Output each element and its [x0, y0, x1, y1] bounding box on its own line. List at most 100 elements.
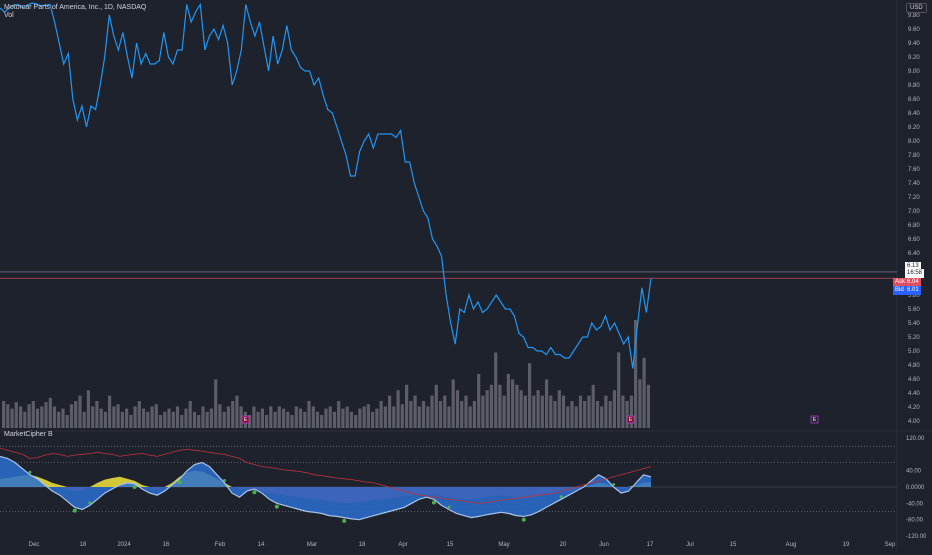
time-tick-label: Sep [885, 542, 896, 548]
earnings-marker [626, 415, 635, 424]
price-tick-label: 4.80 [908, 363, 920, 369]
price-axis[interactable]: 4.00 4.20 4.40 4.60 4.80 5.00 5.20 5.40 5.60 5.80… [908, 13, 920, 425]
volume-bar [129, 415, 133, 428]
price-tick-label: 9.60 [908, 27, 920, 33]
volume-bar [625, 401, 629, 428]
volume-bar [19, 406, 23, 428]
volume-bar [405, 384, 409, 428]
volume-bar [82, 411, 86, 428]
volume-bar [86, 390, 90, 428]
volume-bar [35, 408, 40, 428]
volume-bar [498, 384, 502, 428]
volume-bar [481, 395, 485, 428]
volume-bar [320, 415, 324, 428]
time-tick-label: May [498, 542, 509, 548]
volume-bar [451, 379, 455, 428]
time-tick-label: 14 [258, 542, 265, 548]
volume-bar [307, 401, 311, 428]
time-tick-label: Jul [686, 542, 694, 548]
volume-bar [260, 408, 264, 428]
sell-signal-dot [88, 501, 92, 505]
volume-bar [298, 408, 303, 428]
earnings-marker [241, 415, 250, 424]
price-tick-label: 7.60 [908, 167, 920, 173]
volume-bar [52, 406, 57, 428]
buy-signal-dot [252, 490, 257, 495]
volume-legend[interactable]: Vol [4, 12, 14, 19]
time-tick-label: 17 [647, 542, 654, 548]
volume-bar [91, 406, 95, 428]
oscillator-tick-label: -40.00 [906, 501, 924, 507]
price-tick-label: 4.40 [908, 391, 920, 397]
currency-button[interactable]: USD [906, 3, 927, 13]
volume-bars [2, 320, 650, 428]
volume-bar [371, 411, 375, 428]
oscillator-legend[interactable]: MarketCipher B [4, 431, 53, 438]
volume-bar [231, 401, 235, 428]
price-tick-label: 4.00 [908, 419, 920, 425]
volume-bar [566, 406, 570, 428]
volume-bar [188, 401, 192, 428]
earnings-marker-label: E [244, 417, 248, 423]
volume-bar [511, 379, 515, 428]
volume-bar [65, 415, 69, 428]
volume-bar [315, 411, 320, 428]
volume-bar [549, 395, 553, 428]
volume-bar [557, 390, 561, 428]
volume-bar [23, 411, 27, 428]
volume-bar [417, 406, 421, 428]
volume-bar [95, 401, 99, 428]
volume-bar [617, 352, 621, 428]
volume-bar [472, 401, 476, 428]
time-axis[interactable]: Dec 18 2024 16 Feb 14 Mar 18 Apr 15 May 20 Jun 17 Jul 1… [29, 542, 896, 548]
price-tick-label: 8.80 [908, 83, 920, 89]
buy-signal-dot [132, 485, 137, 489]
chart-title[interactable]: Motorcar Parts of America, Inc., 1D, NAS… [4, 4, 147, 11]
volume-bar [485, 390, 489, 428]
volume-bar [175, 406, 180, 428]
volume-bar [634, 320, 638, 428]
volume-bar [286, 411, 290, 428]
volume-bar [192, 411, 197, 428]
volume-bar [108, 395, 112, 428]
volume-bar [438, 401, 443, 428]
volume-bar [10, 408, 14, 428]
volume-bar [443, 395, 447, 428]
time-tick-label: 15 [730, 542, 737, 548]
volume-bar [332, 411, 337, 428]
volume-bar [99, 408, 103, 428]
volume-bar [595, 401, 600, 428]
volume-bar [27, 404, 31, 428]
volume-bar [150, 406, 154, 428]
volume-bar [409, 401, 413, 428]
volume-bar [379, 401, 383, 428]
oscillator-axis[interactable]: 120.00 40.00 0.0000 -40.00 -80.00 -120.00 [906, 436, 927, 540]
volume-bar [375, 408, 379, 428]
oscillator-tick-label: -80.00 [906, 518, 924, 524]
time-tick-label: Aug [786, 542, 797, 548]
volume-bar [392, 406, 396, 428]
volume-bar [426, 406, 430, 428]
volume-bar [638, 379, 642, 428]
volume-bar [214, 379, 218, 428]
volume-bar [222, 411, 226, 428]
volume-bar [273, 411, 277, 428]
volume-bar [303, 411, 307, 428]
volume-bar [116, 404, 120, 428]
price-tick-label: 9.00 [908, 69, 920, 75]
volume-bar [277, 406, 281, 428]
volume-bar [460, 401, 464, 428]
volume-bar [6, 404, 10, 428]
price-tick-label: 8.40 [908, 111, 920, 117]
volume-bar [57, 411, 61, 428]
price-tick-label: 6.40 [908, 251, 920, 257]
volume-bar [583, 401, 587, 428]
volume-bar [345, 406, 349, 428]
volume-bar [608, 401, 612, 428]
volume-bar [600, 406, 604, 428]
volume-bar [629, 395, 633, 428]
price-tick-label: 9.40 [908, 41, 920, 47]
earnings-marker [810, 415, 819, 424]
